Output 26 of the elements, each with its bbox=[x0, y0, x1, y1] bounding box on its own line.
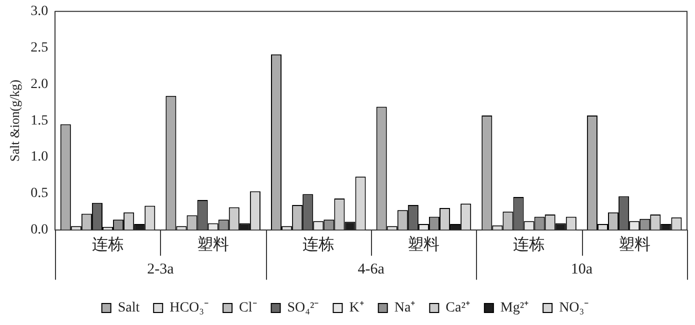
y-axis-title: Salt &ion(g/kg) bbox=[7, 80, 22, 162]
legend-label: Cl⁻ bbox=[239, 300, 258, 316]
legend-label: Ca²⁺ bbox=[446, 300, 470, 316]
y-tick-label: 1.5 bbox=[30, 113, 48, 128]
legend-label: NO₃⁻ bbox=[559, 300, 590, 316]
legend-label: Salt bbox=[118, 300, 140, 316]
x-tick-label: 连栋 bbox=[92, 236, 124, 254]
x-tick-label: 连栋 bbox=[513, 236, 546, 254]
y-tick-label: 3.0 bbox=[30, 4, 48, 20]
legend-label: Mg²⁺ bbox=[500, 300, 530, 316]
x-tick-label: 塑料 bbox=[408, 236, 440, 254]
y-tick-label: 2.0 bbox=[30, 76, 48, 92]
text: 4-6a bbox=[358, 262, 385, 278]
legend-label: HCO₃⁻ bbox=[170, 300, 210, 316]
text: 10a bbox=[570, 262, 593, 278]
x-tick-label: 塑料 bbox=[618, 236, 650, 254]
legend-label: SO₄²⁻ bbox=[287, 300, 320, 316]
text: 2-3a bbox=[147, 262, 174, 278]
x-tick-label: 连栋 bbox=[302, 236, 334, 254]
y-tick-label: 0.5 bbox=[30, 186, 48, 202]
y-tick-label: 0.0 bbox=[30, 222, 48, 238]
legend-label: Na⁺ bbox=[394, 300, 416, 316]
y-tick-label: 1.0 bbox=[30, 150, 48, 165]
y-tick-label: 2.5 bbox=[30, 40, 48, 56]
legend-label: K⁺ bbox=[349, 300, 364, 316]
x-tick-label: 塑料 bbox=[197, 236, 230, 254]
